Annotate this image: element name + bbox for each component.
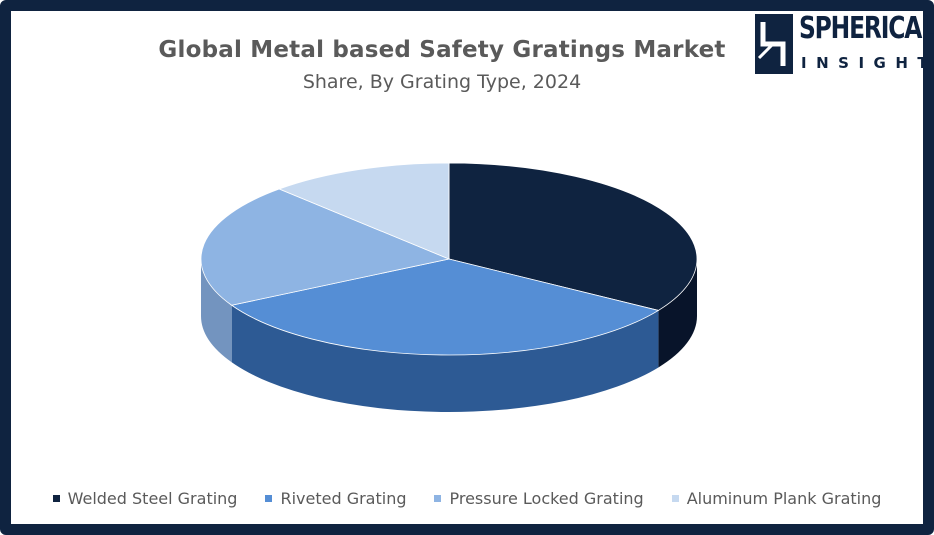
legend-swatch	[52, 495, 60, 502]
pie-slice-riveted-grating	[230, 258, 660, 356]
chart-subtitle: Share, By Grating Type, 2024	[302, 71, 582, 93]
pie-slice-aluminum-plank-grating	[278, 162, 450, 260]
pie-slice-welded-steel-grating	[448, 162, 698, 311]
chart-title: Global Metal based Safety Gratings Marke…	[158, 37, 726, 63]
chart-legend: Welded Steel Grating Riveted Grating Press…	[0, 489, 934, 508]
spherical-insights-logo: SPHERICAL INSIGHTS	[755, 11, 934, 76]
logo-wordmark: SPHERICAL	[799, 11, 934, 46]
legend-label: Welded Steel Grating	[67, 489, 238, 508]
legend-swatch	[434, 495, 442, 502]
legend-label: Pressure Locked Grating	[449, 489, 644, 508]
legend-item: Pressure Locked Grating	[434, 489, 644, 508]
logo-subtitle: INSIGHTS	[801, 54, 934, 72]
pie-side-riveted-grating	[231, 305, 659, 413]
pie-slice-pressure-locked-grating	[200, 188, 451, 306]
legend-swatch	[265, 495, 273, 502]
logo-mark-icon	[755, 14, 793, 74]
legend-swatch	[671, 495, 679, 502]
legend-label: Riveted Grating	[280, 489, 407, 508]
legend-label: Aluminum Plank Grating	[686, 489, 882, 508]
legend-item: Aluminum Plank Grating	[671, 489, 882, 508]
legend-item: Riveted Grating	[265, 489, 406, 508]
pie-side-pressure-locked-grating	[201, 259, 232, 363]
legend-item: Welded Steel Grating	[52, 489, 238, 508]
